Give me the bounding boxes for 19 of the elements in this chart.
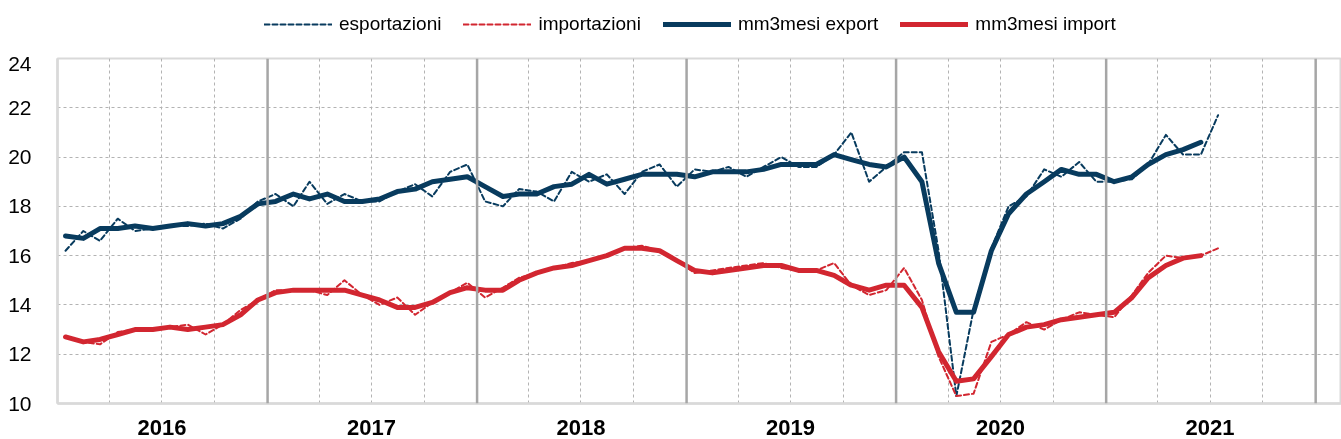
- legend-label: importazioni: [538, 13, 641, 35]
- x-tick-label: 2019: [766, 414, 815, 439]
- legend-label: esportazioni: [339, 13, 442, 35]
- y-tick-label: 18: [8, 194, 32, 218]
- y-tick-label: 14: [8, 292, 32, 316]
- y-tick-label: 22: [8, 95, 32, 119]
- x-tick-label: 2018: [556, 414, 606, 439]
- y-tick-label: 10: [8, 391, 32, 415]
- line-series: [64, 114, 1220, 398]
- legend-label: mm3mesi import: [975, 13, 1116, 35]
- y-tick-label: 12: [8, 342, 32, 366]
- x-tick-label: 2021: [1185, 414, 1235, 439]
- x-tick-label: 2017: [347, 414, 396, 439]
- legend-label: mm3mesi export: [737, 13, 879, 35]
- y-tick-label: 24: [8, 51, 32, 75]
- y-tick-label: 20: [8, 145, 32, 169]
- y-tick-label: 16: [8, 243, 32, 267]
- x-tick-label: 2016: [137, 414, 187, 439]
- x-tick-label: 2020: [976, 414, 1026, 439]
